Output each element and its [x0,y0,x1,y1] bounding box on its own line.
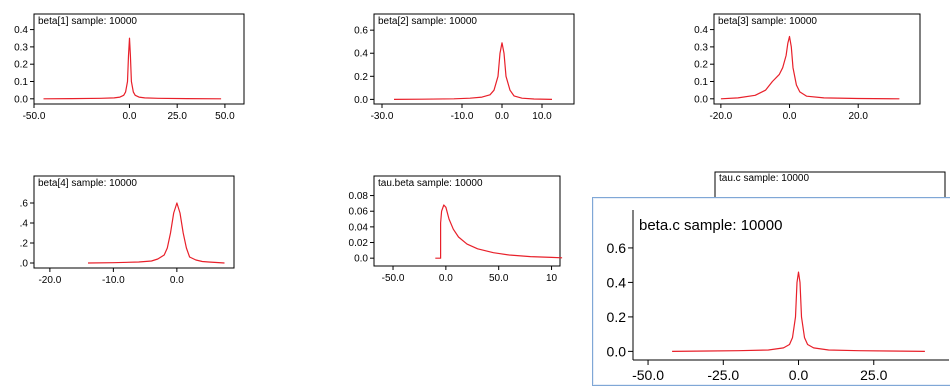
beta1-title: beta[1] sample: 10000 [38,16,137,27]
beta4-svg: beta[4] sample: 10000 .0 .2 .4 .6 -20.0 -10.0 0… [20,175,235,286]
betac-title: beta.c sample: 10000 [639,217,782,234]
beta1-ytick-label-2: 0.2 [14,60,28,71]
beta2-title: beta[2] sample: 10000 [378,16,477,27]
beta2-svg: beta[2] sample: 10000 0.0 0.2 0.4 0.6 -30.0 -1… [354,13,575,122]
taubeta-xtick-label-0: -50.0 [382,273,405,284]
chart-beta1: beta[1] sample: 10000 0.0 0.1 0.2 0.3 0.4 -50.… [0,0,300,130]
betac-xtick-label-1: -25.0 [707,367,739,383]
beta1-ytick-label-0: 0.0 [14,94,28,105]
beta1-xtick-label-0: -50.0 [23,111,46,122]
beta1-frame [33,13,245,105]
beta2-xtick-label-3: 10.0 [532,111,552,122]
betac-xtick-label-0: -50.0 [632,367,664,383]
beta3-title: beta[3] sample: 10000 [718,16,817,27]
taubeta-xtick-label-3: 10 [546,273,558,284]
beta2-density-line-0 [393,42,553,100]
beta3-ytick-label-3: 0.3 [694,42,708,53]
beta2-xtick-label-2: 0.0 [495,111,509,122]
taubeta-xtick-label-2: 50.0 [489,273,509,284]
beta4-density-line-0 [87,202,225,264]
tauc-title: tau.c sample: 10000 [719,173,809,184]
taubeta-ytick-label-0: 0.0 [354,254,368,265]
beta1-xtick-label-2: 25.0 [167,111,187,122]
beta4-ytick-label-2: .4 [20,219,29,230]
beta2-ytick-label-2: 0.4 [354,49,368,60]
beta1-ytick-label-3: 0.3 [14,42,28,53]
beta4-ytick-label-0: .0 [20,259,29,270]
beta4-title: beta[4] sample: 10000 [38,178,137,189]
beta4-xtick-label-0: -20.0 [38,275,61,286]
taubeta-ytick-label-1: 0.02 [349,238,369,249]
chart-betac: beta.c sample: 10000 0.0 0.2 0.4 0.6 -50.0 -25… [593,198,950,385]
beta4-xtick-label-2: 0.0 [170,275,184,286]
beta3-ytick-label-2: 0.2 [694,60,708,71]
beta3-frame [713,13,921,105]
beta3-density-line-0 [720,35,900,100]
taubeta-density-line-0 [435,204,563,259]
beta2-ytick-label-0: 0.0 [354,95,368,106]
beta3-ytick-label-1: 0.1 [694,77,708,88]
taubeta-ytick-label-3: 0.06 [349,207,369,218]
beta1-xtick-label-3: 50.0 [215,111,235,122]
beta2-ytick-label-1: 0.2 [354,72,368,83]
chart-beta4: beta[4] sample: 10000 .0 .2 .4 .6 -20.0 -10.0 0… [0,162,300,292]
betac-ytick-label-2: 0.4 [607,274,627,290]
taubeta-ytick-label-2: 0.04 [349,222,369,233]
betac-xtick-label-3: 25.0 [860,367,887,383]
betac-density-line-0 [672,271,925,352]
betac-xtick-label-2: 0.0 [789,367,809,383]
beta1-density-line-0 [43,37,222,100]
beta3-xtick-label-2: 20.0 [848,111,868,122]
beta4-frame [33,175,235,269]
beta2-frame [373,13,575,105]
beta3-svg: beta[3] sample: 10000 0.0 0.1 0.2 0.3 0.4 -20.… [694,13,921,122]
beta2-xtick-label-0: -30.0 [371,111,394,122]
beta1-ytick-label-4: 0.4 [14,25,28,36]
taubeta-xtick-label-1: 0.0 [439,273,453,284]
taubeta-ytick-label-4: 0.08 [349,191,369,202]
taubeta-frame [373,175,561,267]
beta3-xtick-label-0: -20.0 [709,111,732,122]
beta1-svg: beta[1] sample: 10000 0.0 0.1 0.2 0.3 0.4 -50.… [14,13,245,122]
betac-ytick-label-0: 0.0 [607,343,627,359]
beta4-ytick-label-1: .2 [20,239,29,250]
beta4-ytick-label-3: .6 [20,199,29,210]
beta3-xtick-label-1: 0.0 [783,111,797,122]
beta2-ytick-label-3: 0.6 [354,26,368,37]
beta1-ytick-label-1: 0.1 [14,77,28,88]
beta3-ytick-label-0: 0.0 [694,94,708,105]
betac-ytick-label-1: 0.2 [607,309,627,325]
beta3-ytick-label-4: 0.4 [694,25,708,36]
beta2-xtick-label-1: -10.0 [451,111,474,122]
betac-svg: beta.c sample: 10000 0.0 0.2 0.4 0.6 -50.0 -25… [607,210,949,383]
beta4-xtick-label-1: -10.0 [102,275,125,286]
betac-ytick-label-3: 0.6 [607,240,627,256]
taubeta-title: tau.beta sample: 10000 [378,178,483,189]
chart-beta3: beta[3] sample: 10000 0.0 0.1 0.2 0.3 0.4 -20.… [680,0,950,130]
chart-beta2: beta[2] sample: 10000 0.0 0.2 0.4 0.6 -30.0 -1… [330,0,630,130]
chart-taubeta: tau.beta sample: 10000 0.0 0.02 0.04 0.06 0.0… [330,162,600,292]
beta-c-window[interactable]: beta.c sample: 10000 0.0 0.2 0.4 0.6 -50.0 -25… [592,197,950,386]
taubeta-svg: tau.beta sample: 10000 0.0 0.02 0.04 0.06 0.0… [349,175,563,284]
beta1-xtick-label-1: 0.0 [123,111,137,122]
